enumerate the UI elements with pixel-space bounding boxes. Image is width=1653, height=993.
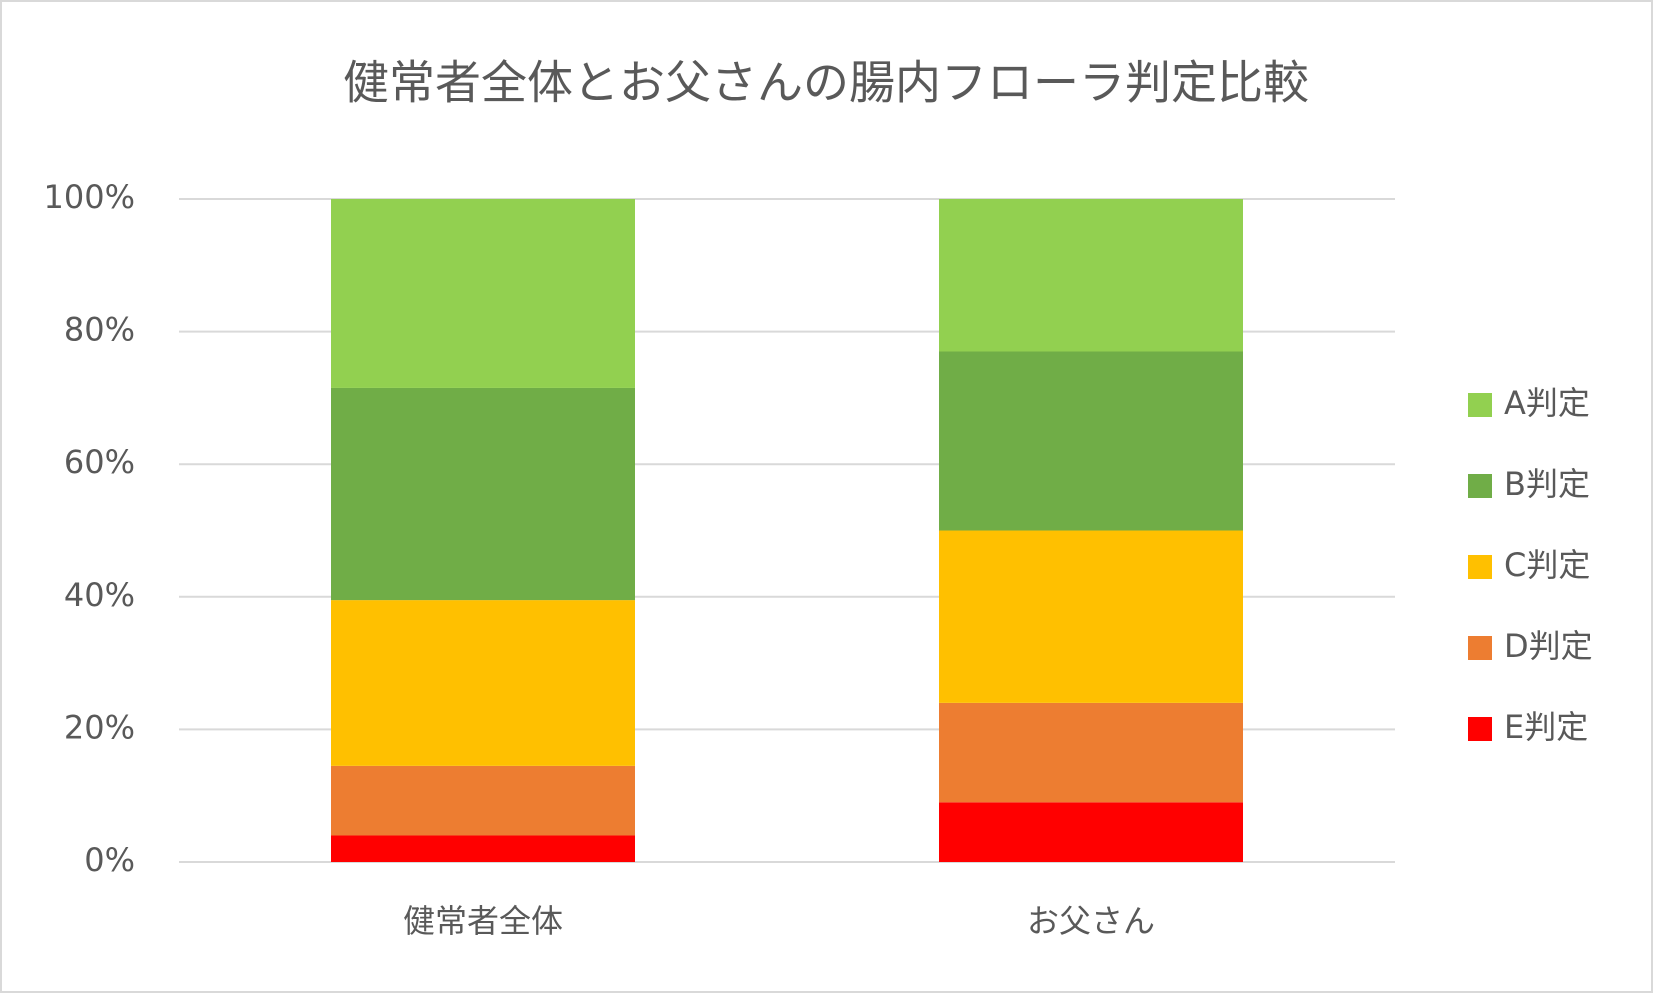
bar-segment: [331, 765, 635, 836]
bar-segment: [939, 530, 1243, 703]
legend-swatch: [1468, 717, 1492, 741]
legend-swatch: [1468, 393, 1492, 417]
bar-segment: [939, 702, 1243, 803]
legend-label: B判定: [1504, 465, 1590, 503]
bar-segment: [939, 199, 1243, 352]
bar-segment: [939, 351, 1243, 531]
x-tick-label: お父さん: [1027, 902, 1155, 940]
legend-label: D判定: [1504, 627, 1593, 665]
legend-swatch: [1468, 636, 1492, 660]
y-tick-label: 100%: [44, 178, 135, 216]
legend-swatch: [1468, 555, 1492, 579]
legend-label: A判定: [1504, 384, 1590, 422]
bar-segment: [331, 835, 635, 862]
legend-label: E判定: [1504, 708, 1588, 746]
y-tick-label: 0%: [84, 841, 135, 879]
y-tick-label: 40%: [64, 576, 135, 614]
x-tick-label: 健常者全体: [403, 902, 563, 940]
bar-segment: [331, 600, 635, 766]
legend-label: C判定: [1504, 546, 1590, 584]
y-tick-label: 80%: [64, 311, 135, 349]
y-tick-label: 20%: [64, 708, 135, 746]
bar-segment: [331, 199, 635, 388]
chart-title: 健常者全体とお父さんの腸内フローラ判定比較: [343, 56, 1309, 110]
y-tick-label: 60%: [64, 443, 135, 481]
bar-segment: [331, 387, 635, 601]
legend-swatch: [1468, 474, 1492, 498]
bar-segment: [939, 802, 1243, 862]
